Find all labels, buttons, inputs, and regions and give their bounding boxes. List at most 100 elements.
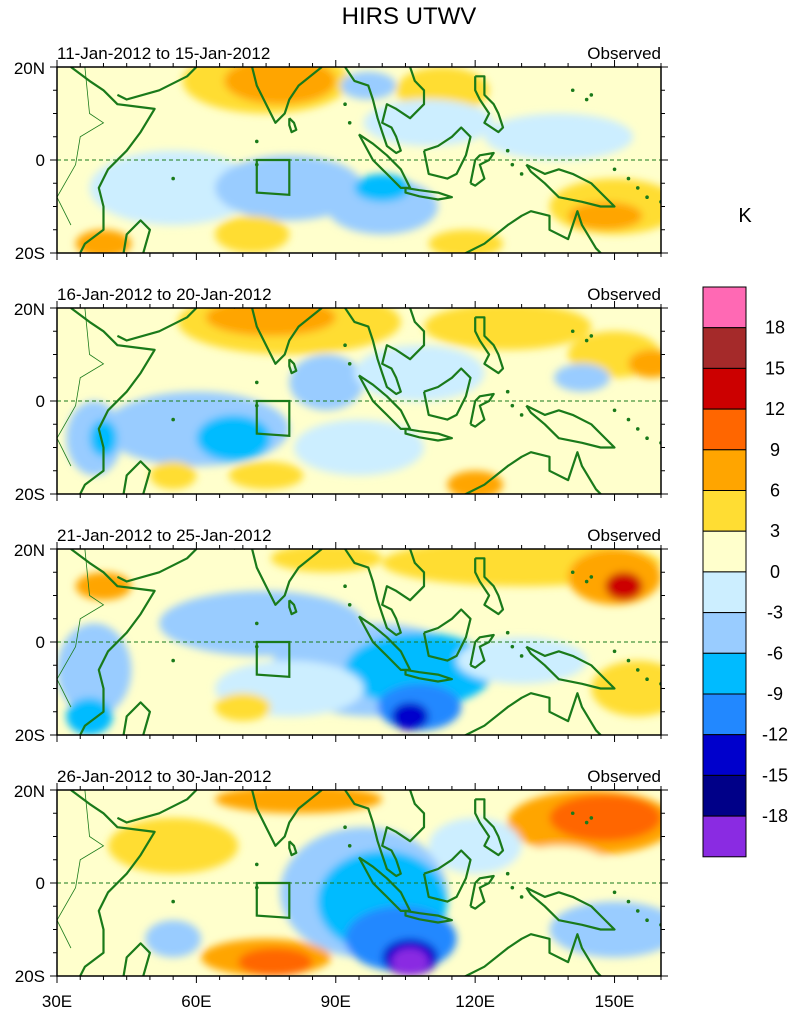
anomaly-contour <box>628 349 661 378</box>
anomaly-contour <box>568 201 643 230</box>
latitude-label: 20N <box>14 300 45 319</box>
anomaly-contour <box>293 419 425 476</box>
anomaly-contour <box>108 817 239 874</box>
anomaly-contour <box>484 113 634 160</box>
colorbar: 18 15 12 9 6 3 0 -3 -6 -9 -12 -15 -18 <box>702 286 788 858</box>
longitude-label: 30E <box>42 992 72 1011</box>
anomaly-contour <box>591 660 661 717</box>
colorbar-swatch <box>702 734 747 776</box>
latitude-label: 20S <box>15 967 45 986</box>
latitude-label: 0 <box>36 633 45 652</box>
longitude-label: 120E <box>455 992 495 1011</box>
colorbar-swatch <box>702 530 747 573</box>
anomaly-contour <box>66 697 113 735</box>
latitude-label: 20S <box>15 726 45 745</box>
country-borders <box>57 308 105 467</box>
anomaly-field <box>57 308 661 494</box>
panel-label: Observed <box>587 767 661 786</box>
country-borders <box>57 67 105 226</box>
anomaly-contour <box>391 948 429 976</box>
colorbar-swatch <box>702 286 747 329</box>
colorbar-label: -3 <box>767 603 783 623</box>
coastlines <box>70 308 661 494</box>
anomaly-contour <box>554 363 610 392</box>
panel-ticks <box>50 60 668 260</box>
longitude-axis: 30E 60E 90E 120E 150E <box>42 992 635 1011</box>
colorbar-label: 15 <box>765 358 785 378</box>
colorbar-swatch <box>702 815 747 858</box>
panel-period: 11-Jan-2012 to 15-Jan-2012 <box>57 44 270 63</box>
anomaly-contour <box>428 229 504 253</box>
colorbar-label: 0 <box>770 562 780 582</box>
anomaly-field <box>57 67 661 253</box>
coastlines <box>70 67 661 253</box>
anomaly-contour <box>605 572 643 601</box>
colorbar-label: 3 <box>770 521 780 541</box>
latitude-label: 0 <box>36 151 45 170</box>
colorbar-label: 18 <box>765 318 785 338</box>
panel-ticks <box>50 783 668 983</box>
anomaly-contour <box>205 308 336 336</box>
longitude-label: 60E <box>181 992 211 1011</box>
latitude-label: 20N <box>14 541 45 560</box>
anomaly-contour <box>456 637 587 684</box>
target-region-box <box>255 399 291 438</box>
latitude-label: 0 <box>36 874 45 893</box>
coastlines <box>70 790 661 976</box>
colorbar-swatch <box>702 367 747 410</box>
anomaly-contour <box>238 948 313 976</box>
panel-label: Observed <box>587 526 661 545</box>
units-label: K <box>738 205 752 227</box>
colorbar-swatch <box>702 408 747 451</box>
map-panel: 20N 0 20S 26-Jan-2012 to 30-Jan-2012 Observe… <box>14 767 668 986</box>
anomaly-contour <box>224 67 336 105</box>
panel-period: 21-Jan-2012 to 25-Jan-2012 <box>57 526 272 545</box>
colorbar-swatch <box>702 490 747 532</box>
anomaly-contour <box>503 845 615 902</box>
panel-label: Observed <box>587 44 661 63</box>
map-panels: 20N 0 20S 11-Jan-2012 to 15-Jan-2012 Observe… <box>14 44 668 986</box>
colorbar-swatch <box>702 571 747 614</box>
anomaly-contour <box>354 173 411 202</box>
anomaly-field <box>57 790 661 976</box>
country-borders <box>57 790 105 949</box>
anomaly-contour <box>214 693 271 722</box>
anomaly-contour <box>289 354 364 411</box>
colorbar-label: -9 <box>767 684 783 704</box>
map-panel: 20N 0 20S 16-Jan-2012 to 20-Jan-2012 Observe… <box>14 285 668 504</box>
anomaly-contour <box>145 920 202 958</box>
coastlines <box>70 549 661 735</box>
colorbar-label: 12 <box>765 399 785 419</box>
anomaly-contour <box>196 414 271 462</box>
country-borders <box>57 549 105 708</box>
map-panel: 20N 0 20S 11-Jan-2012 to 15-Jan-2012 Observe… <box>14 44 668 263</box>
panel-label: Observed <box>587 285 661 304</box>
colorbar-swatch <box>702 612 747 654</box>
latitude-label: 0 <box>36 392 45 411</box>
colorbar-swatch <box>702 774 747 817</box>
anomaly-contour <box>75 229 132 253</box>
anomaly-contour <box>424 308 592 350</box>
colorbar-label: -18 <box>762 806 788 826</box>
colorbar-swatch <box>702 693 747 736</box>
latitude-label: 20N <box>14 59 45 78</box>
figure-title: HIRS UTWV <box>342 3 477 30</box>
anomaly-contour <box>391 702 429 731</box>
anomaly-contour <box>447 470 504 494</box>
colorbar-label: -6 <box>767 643 783 663</box>
target-region-box <box>255 640 291 679</box>
colorbar-swatch <box>702 449 747 491</box>
anomaly-contour <box>549 794 661 842</box>
anomaly-contour <box>89 150 257 226</box>
panel-period: 26-Jan-2012 to 30-Jan-2012 <box>57 767 272 786</box>
latitude-label: 20N <box>14 782 45 801</box>
anomaly-contour <box>326 178 438 235</box>
colorbar-label: -15 <box>762 765 788 785</box>
anomaly-contour <box>149 461 197 490</box>
colorbar-label: 9 <box>770 440 780 460</box>
latitude-label: 20S <box>15 485 45 504</box>
map-panel: 20N 0 20S 21-Jan-2012 to 25-Jan-2012 Observe… <box>14 526 668 745</box>
panel-period: 16-Jan-2012 to 20-Jan-2012 <box>57 285 272 304</box>
panel-ticks <box>50 301 668 501</box>
